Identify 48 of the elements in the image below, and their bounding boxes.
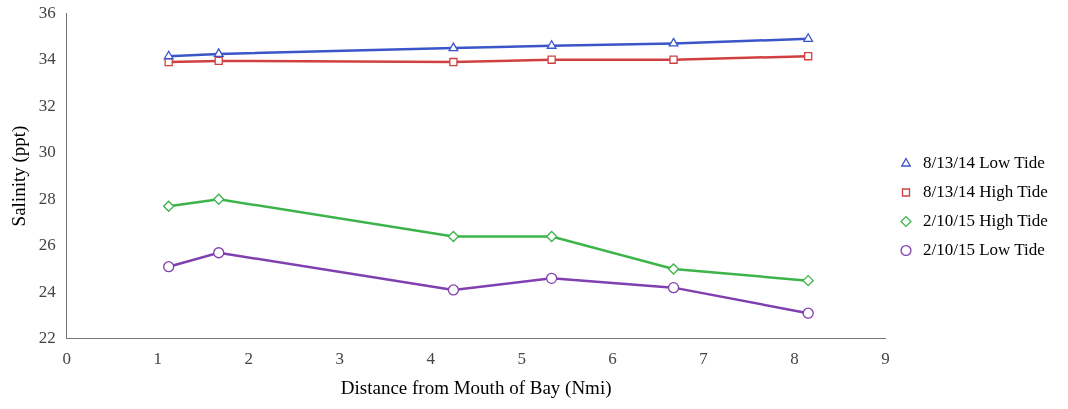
x-tick-label: 1	[153, 349, 163, 369]
y-tick-label: 22	[38, 328, 56, 348]
y-tick-label: 28	[38, 188, 56, 208]
point	[163, 200, 175, 212]
y-tick-label: 26	[38, 235, 56, 255]
point	[447, 284, 460, 296]
x-tick-label: 6	[608, 349, 617, 369]
y-tick-label: 34	[38, 49, 57, 69]
point	[164, 57, 173, 67]
point	[163, 50, 174, 60]
point	[213, 193, 225, 205]
x-tick-label: 8	[790, 349, 799, 369]
x-tick-label: 0	[62, 349, 72, 369]
x-tick-label: 4	[426, 349, 436, 369]
point	[547, 55, 556, 64]
point	[803, 33, 814, 42]
x-tick-label: 5	[517, 349, 526, 369]
x-axis-title: Distance from Mouth of Bay (Nmi)	[340, 376, 612, 399]
point	[667, 281, 680, 294]
x-tick-label: 2	[244, 349, 253, 369]
y-tick-label: 36	[38, 2, 56, 22]
point	[447, 230, 460, 243]
point	[668, 37, 679, 47]
point	[546, 272, 558, 284]
legend-label: 8/13/14 High Tide	[923, 181, 1048, 201]
y-axis-title: Salinity (ppt)	[8, 125, 31, 227]
point	[803, 52, 813, 61]
point	[449, 57, 458, 67]
point	[669, 55, 678, 64]
point	[213, 48, 224, 58]
y-tick-label: 30	[38, 142, 56, 162]
legend-label: 2/10/15 High Tide	[923, 210, 1048, 230]
point	[802, 275, 814, 287]
point	[802, 307, 814, 319]
point	[546, 40, 557, 49]
legend-label: 8/13/14 Low Tide	[923, 152, 1045, 172]
y-tick-label: 24	[38, 281, 57, 301]
point	[213, 247, 225, 259]
x-tick-label: 7	[699, 349, 709, 369]
x-tick-label: 3	[335, 349, 344, 369]
point	[448, 42, 459, 52]
point	[163, 261, 175, 273]
point	[667, 263, 680, 275]
y-tick-label: 32	[38, 95, 56, 115]
point	[214, 56, 223, 66]
x-tick-label: 9	[881, 349, 890, 369]
point	[546, 230, 558, 243]
legend-label: 2/10/15 Low Tide	[923, 239, 1045, 259]
